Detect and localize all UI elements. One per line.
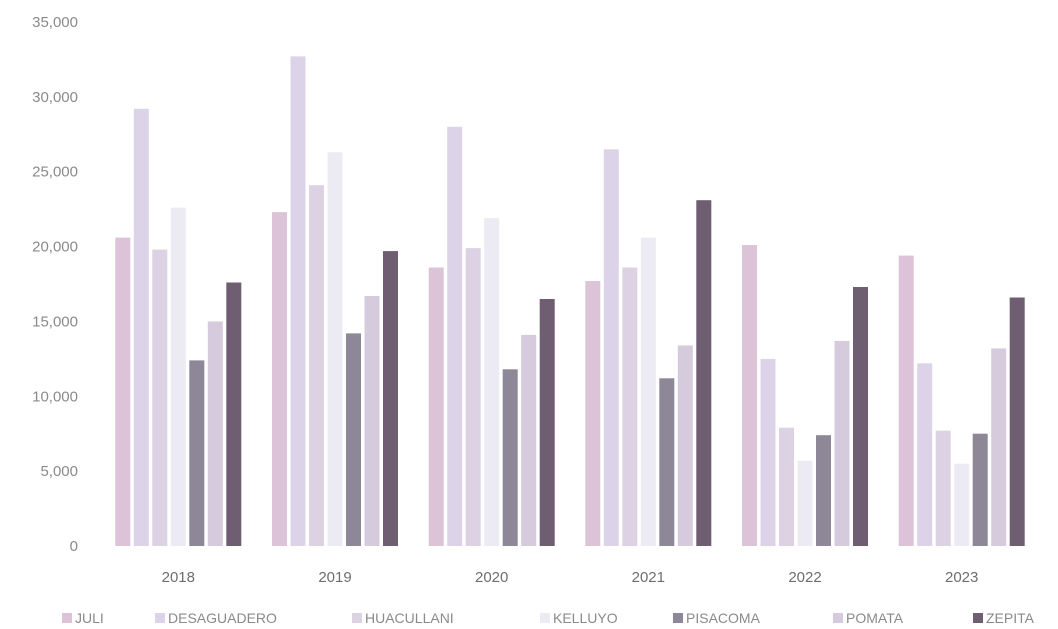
bar-juli-2021 — [585, 281, 601, 546]
y-tick-label: 5,000 — [40, 463, 78, 480]
legend: JULI DESAGUADERO HUACULLANI KELLUYO PISACOMA… — [62, 610, 1035, 626]
legend-label: PISACOMA — [686, 610, 761, 626]
bar-zepita-2023 — [1009, 297, 1025, 546]
bar-zepita-2021 — [696, 200, 712, 546]
legend-label: POMATA — [846, 610, 904, 626]
legend-label: JULI — [75, 610, 104, 626]
legend-label: DESAGUADERO — [168, 610, 277, 626]
bar-zepita-2019 — [383, 251, 398, 546]
legend-item-desaguadero: DESAGUADERO — [155, 610, 277, 626]
bar-kelluyo-2020 — [484, 218, 500, 546]
legend-swatch — [973, 613, 983, 623]
bar-pomata-2021 — [677, 345, 693, 546]
bar-pomata-2020 — [521, 334, 537, 546]
legend-item-pomata: POMATA — [833, 610, 904, 626]
y-tick-label: 15,000 — [32, 313, 78, 330]
bar-kelluyo-2023 — [954, 463, 970, 546]
legend-label: HUACULLANI — [365, 610, 454, 626]
bar-desaguadero-2018 — [133, 108, 149, 547]
bar-pisacoma-2020 — [502, 369, 518, 546]
bar-pisacoma-2022 — [816, 435, 831, 546]
bar-pomata-2022 — [834, 340, 850, 546]
x-tick-label: 2021 — [632, 569, 665, 586]
bar-huacullani-2019 — [309, 185, 324, 546]
legend-swatch — [62, 613, 72, 623]
bar-huacullani-2023 — [935, 430, 951, 546]
bar-kelluyo-2019 — [327, 152, 343, 547]
bar-huacullani-2022 — [779, 427, 794, 546]
bar-juli-2023 — [898, 255, 914, 546]
bar-pomata-2023 — [991, 348, 1007, 546]
legend-swatch — [352, 613, 362, 623]
bar-desaguadero-2020 — [447, 126, 463, 547]
bar-desaguadero-2023 — [917, 363, 933, 546]
legend-item-kelluyo: KELLUYO — [540, 610, 618, 626]
y-tick-label: 10,000 — [32, 388, 78, 405]
legend-item-huacullani: HUACULLANI — [352, 610, 454, 626]
bar-zepita-2018 — [226, 282, 242, 546]
bar-zepita-2020 — [539, 299, 555, 546]
legend-swatch — [673, 613, 683, 623]
bar-pisacoma-2018 — [189, 360, 205, 546]
x-tick-label: 2018 — [162, 569, 195, 586]
legend-swatch — [833, 613, 843, 623]
bar-desaguadero-2022 — [760, 358, 776, 546]
bar-desaguadero-2019 — [290, 56, 306, 547]
bar-desaguadero-2021 — [603, 149, 619, 547]
legend-label: KELLUYO — [553, 610, 618, 626]
legend-swatch — [540, 613, 550, 623]
y-tick-label: 35,000 — [32, 14, 78, 31]
bar-pomata-2019 — [364, 296, 380, 546]
bar-pisacoma-2021 — [659, 378, 675, 546]
bar-huacullani-2020 — [465, 248, 481, 546]
x-tick-label: 2020 — [475, 569, 508, 586]
bar-juli-2018 — [115, 237, 131, 546]
bar-kelluyo-2022 — [797, 460, 813, 546]
bar-juli-2022 — [742, 245, 757, 546]
y-tick-label: 30,000 — [32, 89, 78, 106]
x-tick-label: 2019 — [318, 569, 351, 586]
legend-swatch — [155, 613, 165, 623]
bar-pisacoma-2019 — [346, 333, 361, 546]
y-tick-label: 0 — [70, 538, 78, 555]
bar-kelluyo-2021 — [640, 237, 656, 546]
y-tick-label: 20,000 — [32, 239, 78, 256]
bar-huacullani-2021 — [622, 267, 638, 546]
bars — [115, 56, 1025, 547]
x-tick-label: 2023 — [945, 569, 978, 586]
bar-juli-2019 — [272, 212, 287, 546]
legend-item-juli: JULI — [62, 610, 104, 626]
x-tick-label: 2022 — [788, 569, 821, 586]
legend-label: ZEPITA — [986, 610, 1035, 626]
x-axis: 2018 2019 2020 2021 2022 2023 — [162, 569, 979, 586]
legend-item-zepita: ZEPITA — [973, 610, 1035, 626]
bar-pisacoma-2023 — [972, 433, 988, 546]
y-axis: 0 5,000 10,000 15,000 20,000 25,000 30,000 35,0… — [32, 14, 78, 555]
bar-pomata-2018 — [207, 321, 223, 546]
y-tick-label: 25,000 — [32, 164, 78, 181]
bar-zepita-2022 — [853, 287, 868, 546]
bar-huacullani-2018 — [152, 249, 168, 546]
bar-kelluyo-2018 — [170, 207, 186, 546]
bar-juli-2020 — [428, 267, 444, 546]
legend-item-pisacoma: PISACOMA — [673, 610, 761, 626]
